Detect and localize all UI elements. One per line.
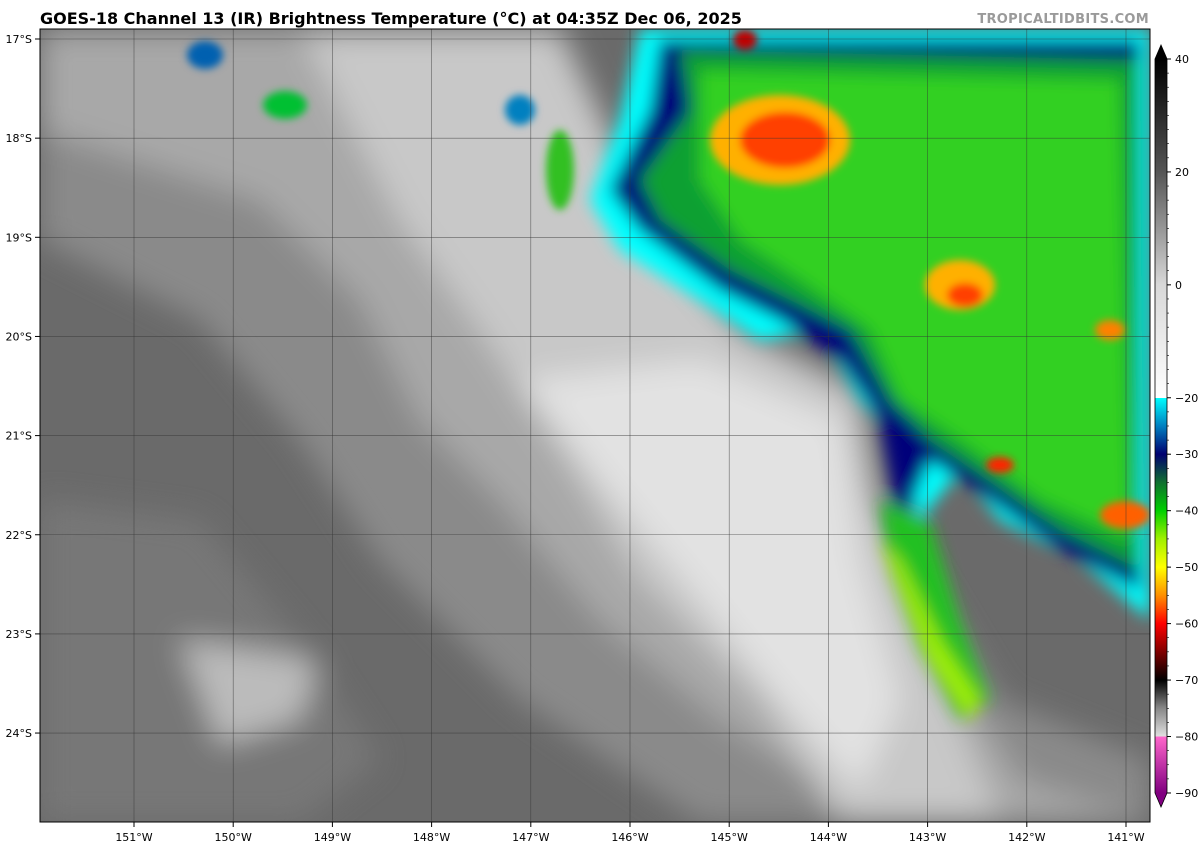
graticule <box>40 29 1150 822</box>
colorbar: 40 20 0 −20 −30 −40 −50 −60 −70 −80 −90 <box>1154 43 1198 808</box>
colorbar-tick-label: −40 <box>1175 505 1198 518</box>
colorbar-tick-label: −30 <box>1175 448 1198 461</box>
lat-tick-label: 22°S <box>6 529 32 542</box>
lon-tick-label: 141°W <box>1107 831 1144 844</box>
longitude-axis: 151°W 150°W 149°W 148°W 147°W 146°W 145°W 144°W… <box>115 822 1145 844</box>
lon-tick-label: 144°W <box>810 831 847 844</box>
lat-tick-label: 18°S <box>6 132 32 145</box>
map-frame <box>39 28 1151 823</box>
lat-tick-label: 21°S <box>6 430 32 443</box>
colorbar-tick-label: 40 <box>1175 53 1189 66</box>
lat-tick-label: 20°S <box>6 330 32 343</box>
lon-tick-label: 145°W <box>711 831 748 844</box>
colorbar-tick-label: 20 <box>1175 166 1189 179</box>
colorbar-scale <box>1154 43 1168 808</box>
lon-tick-label: 146°W <box>611 831 648 844</box>
colorbar-tick-label: −20 <box>1175 392 1198 405</box>
lon-tick-label: 149°W <box>314 831 351 844</box>
colorbar-tick-label: −60 <box>1175 618 1198 631</box>
lat-tick-label: 24°S <box>6 727 32 740</box>
lon-tick-label: 143°W <box>909 831 946 844</box>
colorbar-tick-label: −90 <box>1175 787 1198 800</box>
map-title: GOES-18 Channel 13 (IR) Brightness Tempe… <box>40 9 742 28</box>
ir-imagery <box>40 29 1150 822</box>
lon-tick-label: 147°W <box>512 831 549 844</box>
lon-tick-label: 150°W <box>215 831 252 844</box>
colorbar-tick-label: −70 <box>1175 674 1198 687</box>
lon-tick-label: 148°W <box>413 831 450 844</box>
lat-tick-label: 17°S <box>6 33 32 46</box>
colorbar-tick-label: 0 <box>1175 279 1182 292</box>
latitude-axis: 17°S 18°S 19°S 20°S 21°S 22°S 23°S 24°S <box>6 33 40 740</box>
colorbar-tick-label: −80 <box>1175 731 1198 744</box>
lat-tick-label: 19°S <box>6 231 32 244</box>
colorbar-tick-label: −50 <box>1175 561 1198 574</box>
lon-tick-label: 142°W <box>1008 831 1045 844</box>
lon-tick-label: 151°W <box>115 831 152 844</box>
watermark: TROPICALTIDBITS.COM <box>977 12 1149 27</box>
lat-tick-label: 23°S <box>6 628 32 641</box>
